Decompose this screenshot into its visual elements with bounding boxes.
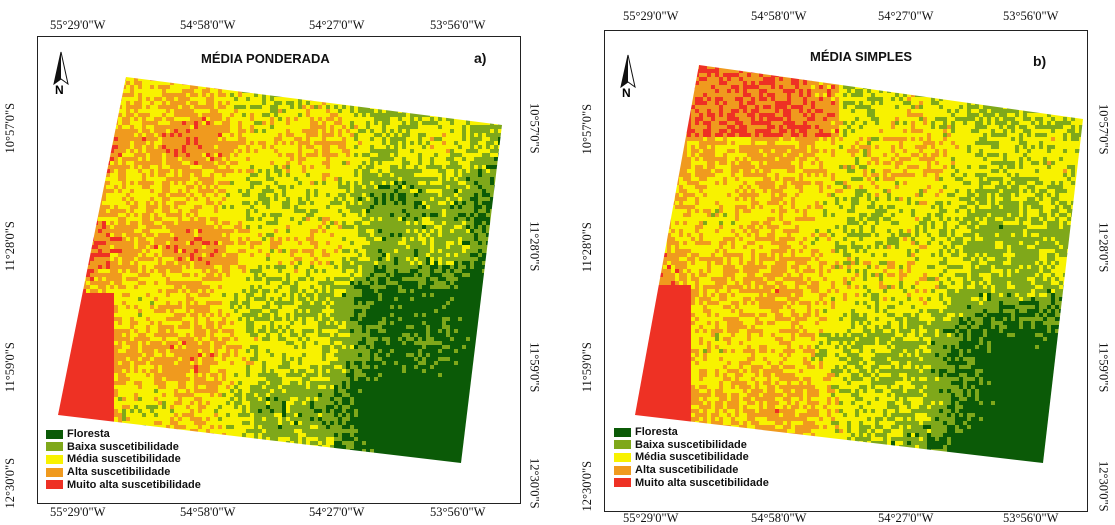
map-frame-a: MÉDIA PONDERADA a) N Floresta Baixa susc… [37, 36, 521, 504]
bottom-lon-tick-3: 54°27'0"W [878, 512, 933, 525]
panel-a-title: MÉDIA PONDERADA [201, 51, 330, 66]
legend-swatch [46, 430, 63, 439]
left-lat-tick-4: 12°30'0"S [581, 461, 594, 512]
right-lat-tick-3: 11°59'0"S [528, 342, 541, 392]
legend-label: Média suscetibilidade [67, 453, 181, 465]
legend-item: Baixa suscetibilidade [614, 439, 769, 452]
bottom-lon-tick-2: 54°58'0"W [751, 512, 806, 525]
legend-item: Floresta [614, 426, 769, 439]
bottom-lon-tick-3: 54°27'0"W [309, 506, 364, 519]
legend-swatch [46, 480, 63, 489]
map-frame-b: MÉDIA SIMPLES b) N Floresta Baixa suscet… [604, 30, 1088, 512]
legend-item: Floresta [46, 428, 201, 441]
north-label: N [55, 83, 64, 97]
bottom-lon-tick-1: 55°29'0"W [623, 512, 678, 525]
north-arrow-icon: N [618, 53, 638, 101]
legend-item: Média suscetibilidade [614, 451, 769, 464]
left-lat-tick-1: 10°57'0"S [581, 104, 594, 155]
legend-item: Muito alta suscetibilidade [614, 476, 769, 489]
bottom-lon-tick-4: 53°56'0"W [430, 506, 485, 519]
left-lat-tick-3: 11°59'0"S [4, 342, 17, 392]
top-lon-tick-4: 53°56'0"W [1003, 10, 1058, 23]
legend-swatch [614, 453, 631, 462]
legend-swatch [614, 440, 631, 449]
map-panel-a: 55°29'0"W 54°58'0"W 54°27'0"W 53°56'0"W … [0, 0, 548, 522]
bottom-lon-tick-2: 54°58'0"W [180, 506, 235, 519]
panel-b-letter: b) [1033, 53, 1046, 69]
right-lat-tick-2: 11°28'0"S [1097, 222, 1110, 272]
legend-item: Baixa suscetibilidade [46, 441, 201, 454]
panel-b-title: MÉDIA SIMPLES [810, 49, 912, 64]
top-lon-tick-3: 54°27'0"W [309, 19, 364, 32]
legend-item: Muito alta suscetibilidade [46, 478, 201, 491]
legend-label: Baixa suscetibilidade [635, 439, 747, 451]
legend-item: Alta suscetibilidade [614, 464, 769, 477]
legend-swatch [46, 455, 63, 464]
panel-a-letter: a) [474, 50, 486, 66]
legend-label: Floresta [635, 426, 678, 438]
left-lat-tick-2: 11°28'0"S [581, 222, 594, 272]
top-lon-tick-2: 54°58'0"W [180, 19, 235, 32]
north-label: N [622, 86, 631, 100]
right-lat-tick-4: 12°30'0"S [528, 458, 541, 509]
raster-cells [635, 65, 1083, 465]
legend-label: Floresta [67, 428, 110, 440]
right-lat-tick-4: 12°30'0"S [1097, 461, 1110, 512]
top-lon-tick-2: 54°58'0"W [751, 10, 806, 23]
left-lat-tick-3: 11°59'0"S [581, 342, 594, 392]
legend-label: Muito alta suscetibilidade [67, 479, 201, 491]
top-lon-tick-4: 53°56'0"W [430, 19, 485, 32]
legend-label: Baixa suscetibilidade [67, 441, 179, 453]
bottom-lon-tick-1: 55°29'0"W [50, 506, 105, 519]
legend-swatch [46, 468, 63, 477]
left-lat-tick-4: 12°30'0"S [4, 458, 17, 509]
legend-swatch [46, 442, 63, 451]
north-arrow-icon: N [51, 50, 71, 98]
legend-label: Média suscetibilidade [635, 451, 749, 463]
raster-cells [58, 77, 502, 465]
legend-label: Alta suscetibilidade [635, 464, 738, 476]
right-lat-tick-2: 11°28'0"S [528, 221, 541, 271]
right-lat-tick-1: 10°57'0"S [528, 103, 541, 154]
legend-b: Floresta Baixa suscetibilidade Média sus… [614, 426, 769, 489]
top-lon-tick-1: 55°29'0"W [50, 19, 105, 32]
legend-item: Média suscetibilidade [46, 453, 201, 466]
bottom-lon-tick-4: 53°56'0"W [1003, 512, 1058, 525]
legend-swatch [614, 466, 631, 475]
legend-swatch [614, 428, 631, 437]
map-panel-b: 55°29'0"W 54°58'0"W 54°27'0"W 53°56'0"W … [575, 0, 1115, 522]
top-lon-tick-1: 55°29'0"W [623, 10, 678, 23]
left-lat-tick-2: 11°28'0"S [4, 221, 17, 271]
legend-swatch [614, 478, 631, 487]
legend-label: Muito alta suscetibilidade [635, 477, 769, 489]
top-lon-tick-3: 54°27'0"W [878, 10, 933, 23]
legend-a: Floresta Baixa suscetibilidade Média sus… [46, 428, 201, 491]
right-lat-tick-3: 11°59'0"S [1097, 342, 1110, 392]
legend-item: Alta suscetibilidade [46, 466, 201, 479]
left-lat-tick-1: 10°57'0"S [4, 103, 17, 154]
right-lat-tick-1: 10°57'0"S [1097, 104, 1110, 155]
legend-label: Alta suscetibilidade [67, 466, 170, 478]
